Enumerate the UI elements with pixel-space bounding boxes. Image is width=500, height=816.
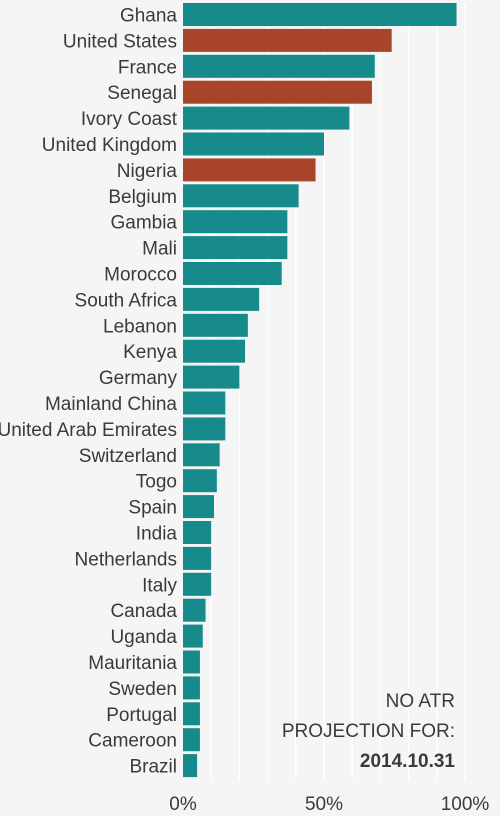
bar-nigeria bbox=[183, 158, 316, 182]
category-label: Mali bbox=[142, 239, 177, 260]
bar-ghana bbox=[183, 3, 457, 26]
category-label: Sweden bbox=[108, 679, 177, 700]
category-label: Togo bbox=[136, 472, 177, 493]
category-label: Ivory Coast bbox=[81, 109, 178, 130]
category-label: Nigeria bbox=[117, 161, 178, 182]
bar-mauritania bbox=[183, 650, 200, 674]
bar-lebanon bbox=[183, 313, 248, 337]
category-label: Spain bbox=[128, 498, 177, 519]
bar-germany bbox=[183, 365, 240, 389]
bar-senegal bbox=[183, 80, 372, 104]
bar-kenya bbox=[183, 339, 246, 363]
bar-gambia bbox=[183, 210, 288, 234]
category-label: Mainland China bbox=[45, 394, 177, 415]
category-label: France bbox=[118, 57, 177, 78]
category-label: United Kingdom bbox=[42, 135, 177, 156]
category-label: South Africa bbox=[75, 290, 178, 311]
category-label: Switzerland bbox=[79, 446, 177, 467]
category-labels: Ghana United States France Senegal Ivory Coa… bbox=[0, 6, 178, 778]
category-label: Morocco bbox=[104, 265, 177, 286]
bar-united-kingdom bbox=[183, 132, 324, 156]
category-label: Mauritania bbox=[88, 653, 177, 674]
category-label: Lebanon bbox=[103, 316, 177, 337]
x-tick-label: 0% bbox=[169, 794, 197, 815]
annotation-line1: NO ATR bbox=[386, 691, 455, 712]
bar-brazil bbox=[183, 754, 198, 778]
category-label: Portugal bbox=[106, 705, 177, 726]
bar-canada bbox=[183, 598, 206, 622]
category-label: Ghana bbox=[120, 6, 177, 27]
category-label: Italy bbox=[142, 575, 177, 596]
bar-united-states bbox=[183, 28, 392, 52]
x-tick-label: 50% bbox=[305, 794, 343, 815]
bar-togo bbox=[183, 469, 217, 493]
bar-mainland-china bbox=[183, 391, 226, 415]
category-label: Gambia bbox=[110, 213, 177, 234]
bar-india bbox=[183, 521, 212, 544]
category-label: United States bbox=[63, 31, 177, 52]
bar-italy bbox=[183, 572, 212, 596]
category-label: Uganda bbox=[110, 627, 177, 648]
bar-ivory-coast bbox=[183, 106, 350, 130]
bar-united-arab-emirates bbox=[183, 417, 226, 441]
category-label: United Arab Emirates bbox=[0, 420, 177, 441]
bar-netherlands bbox=[183, 546, 212, 570]
x-axis-ticks: 0% 50% 100% bbox=[169, 794, 489, 815]
bar-spain bbox=[183, 495, 215, 519]
bar-france bbox=[183, 54, 375, 78]
bars bbox=[183, 3, 457, 778]
bar-belgium bbox=[183, 184, 299, 208]
category-label: Brazil bbox=[129, 757, 177, 778]
category-label: Belgium bbox=[108, 187, 177, 208]
bar-mali bbox=[183, 236, 288, 260]
annotation-line2: PROJECTION FOR: bbox=[282, 721, 455, 742]
category-label: Senegal bbox=[107, 83, 177, 104]
category-label: Germany bbox=[99, 368, 178, 389]
bar-switzerland bbox=[183, 443, 220, 467]
bar-portugal bbox=[183, 702, 200, 726]
bar-uganda bbox=[183, 624, 203, 648]
category-label: Netherlands bbox=[75, 549, 177, 570]
category-label: India bbox=[136, 524, 178, 545]
category-label: Canada bbox=[110, 601, 177, 622]
x-tick-label: 100% bbox=[441, 794, 490, 815]
bar-cameroon bbox=[183, 728, 200, 752]
bar-sweden bbox=[183, 676, 200, 700]
annotation-date: 2014.10.31 bbox=[360, 751, 456, 772]
category-label: Kenya bbox=[123, 342, 177, 363]
bar-morocco bbox=[183, 262, 282, 285]
category-label: Cameroon bbox=[88, 731, 177, 752]
annotation: NO ATR PROJECTION FOR: 2014.10.31 bbox=[282, 691, 456, 772]
bar-south-africa bbox=[183, 287, 260, 311]
